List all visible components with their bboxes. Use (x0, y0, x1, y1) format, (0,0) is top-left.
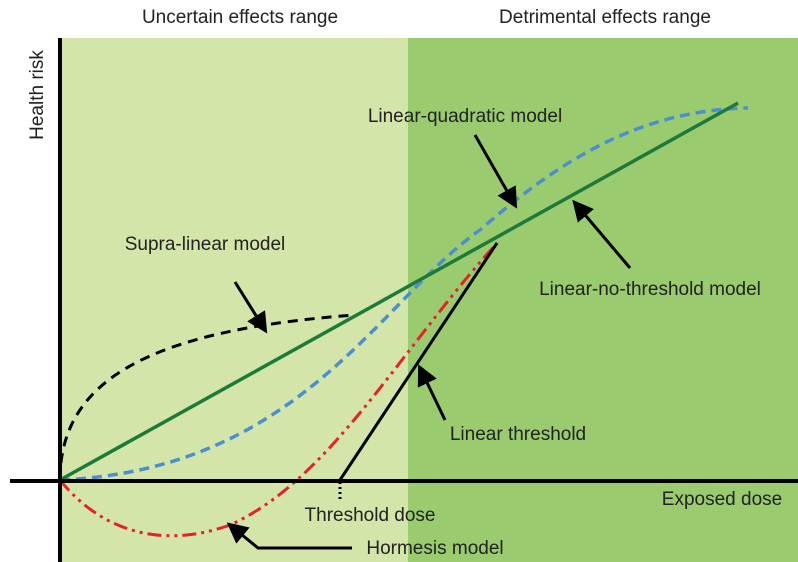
model-label: Linear-no-threshold model (539, 279, 761, 300)
linear-quadratic-curve (59, 106, 749, 482)
uncertain-region (60, 38, 408, 562)
y-axis-label: Health risk (27, 50, 48, 140)
arrow (473, 134, 518, 209)
linear-threshold-line (338, 242, 499, 481)
threshold-label: Threshold dose (305, 505, 436, 526)
region-label: Uncertain effects range (142, 7, 338, 28)
model-label: Supra-linear model (125, 234, 286, 255)
arrow (572, 199, 632, 269)
region-label: Detrimental effects range (499, 7, 711, 28)
model-label: Hormesis model (366, 538, 503, 559)
model-label: Linear threshold (450, 424, 586, 445)
model-label: Linear-quadratic model (368, 106, 562, 127)
arrow (417, 364, 447, 421)
hormesis-curve (58, 241, 499, 538)
lnt-line (59, 101, 739, 482)
arrow (226, 522, 352, 550)
supra-linear-curve (58, 313, 356, 481)
arrow (233, 281, 268, 334)
x-axis-label: Exposed dose (662, 489, 782, 510)
detrimental-region (408, 38, 798, 562)
